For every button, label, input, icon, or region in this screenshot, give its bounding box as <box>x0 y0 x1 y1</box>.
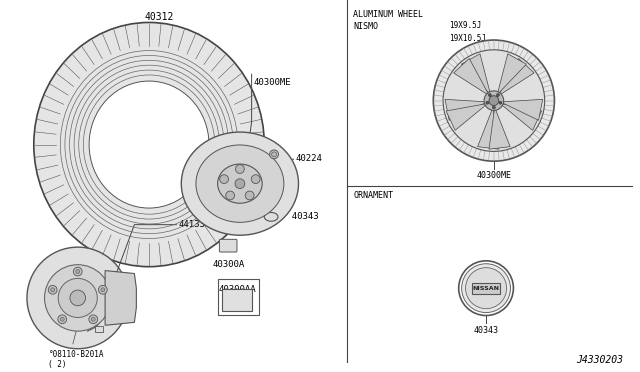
Circle shape <box>220 175 228 183</box>
Ellipse shape <box>89 81 209 208</box>
Ellipse shape <box>196 145 284 222</box>
Text: °08110-B201A
( 2): °08110-B201A ( 2) <box>49 350 104 369</box>
Circle shape <box>252 175 260 183</box>
Circle shape <box>461 264 511 312</box>
Polygon shape <box>500 58 534 94</box>
Circle shape <box>497 94 499 97</box>
Polygon shape <box>477 110 499 149</box>
Circle shape <box>235 179 244 189</box>
Circle shape <box>484 91 504 110</box>
Ellipse shape <box>34 22 264 267</box>
Text: ALUMINUM WHEEL
NISMO: ALUMINUM WHEEL NISMO <box>353 10 423 31</box>
Circle shape <box>245 191 254 200</box>
Ellipse shape <box>271 152 276 157</box>
Circle shape <box>45 265 111 331</box>
Circle shape <box>51 288 54 292</box>
Text: NISSAN: NISSAN <box>472 286 500 291</box>
Text: 40343: 40343 <box>474 326 499 335</box>
Polygon shape <box>489 110 510 149</box>
Circle shape <box>465 267 507 309</box>
Circle shape <box>48 285 57 294</box>
Text: 40300ME: 40300ME <box>253 78 291 87</box>
Ellipse shape <box>269 150 278 159</box>
Text: - 40343: - 40343 <box>281 212 319 221</box>
Circle shape <box>76 270 80 273</box>
Bar <box>222 289 252 311</box>
Circle shape <box>489 96 499 106</box>
Text: 40300AA: 40300AA <box>218 285 256 294</box>
Polygon shape <box>446 104 485 130</box>
Circle shape <box>226 191 234 200</box>
Text: 40224: 40224 <box>296 154 323 163</box>
Text: 40300A: 40300A <box>212 260 244 269</box>
FancyBboxPatch shape <box>220 239 237 252</box>
Circle shape <box>58 278 97 317</box>
Ellipse shape <box>181 132 298 235</box>
Circle shape <box>92 317 95 321</box>
Circle shape <box>488 94 492 97</box>
Text: ORNAMENT: ORNAMENT <box>353 192 393 201</box>
Circle shape <box>89 315 98 324</box>
Bar <box>472 283 500 294</box>
Text: J4330203: J4330203 <box>576 355 623 365</box>
Circle shape <box>236 165 244 173</box>
Text: 40312: 40312 <box>144 12 173 22</box>
Circle shape <box>27 247 129 349</box>
Circle shape <box>101 288 105 292</box>
Circle shape <box>70 290 86 306</box>
Ellipse shape <box>264 212 278 221</box>
Circle shape <box>499 101 502 104</box>
Ellipse shape <box>218 164 262 203</box>
Text: 44133Y: 44133Y <box>179 220 211 229</box>
Polygon shape <box>454 58 488 94</box>
Text: 19X9.5J
19X10.5J: 19X9.5J 19X10.5J <box>449 22 486 43</box>
Circle shape <box>58 315 67 324</box>
Text: 40300ME: 40300ME <box>476 171 511 180</box>
Circle shape <box>99 285 108 294</box>
Circle shape <box>486 101 489 104</box>
Circle shape <box>443 50 545 151</box>
Polygon shape <box>503 99 543 120</box>
Polygon shape <box>498 54 526 93</box>
Circle shape <box>74 267 82 276</box>
Polygon shape <box>445 99 484 120</box>
Bar <box>95 326 103 332</box>
Circle shape <box>492 106 495 109</box>
Circle shape <box>60 317 64 321</box>
Polygon shape <box>461 54 490 93</box>
Polygon shape <box>502 104 541 130</box>
Bar <box>218 279 259 315</box>
Circle shape <box>433 40 554 161</box>
Polygon shape <box>105 270 136 325</box>
